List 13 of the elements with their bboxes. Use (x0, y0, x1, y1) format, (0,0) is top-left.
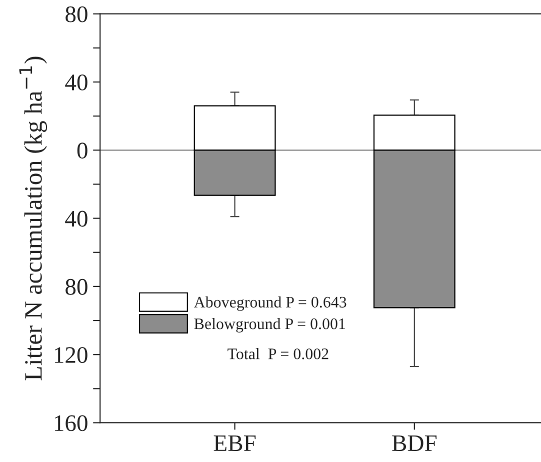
y-axis-title: Litter N accumulation (kg ha$^{−1}$) (19, 56, 48, 380)
y-tick-label: 0 (77, 142, 88, 159)
y-tick-label: 80 (66, 278, 88, 295)
legend-label: Belowground P = 0.001 (194, 318, 346, 333)
y-tick-label: 80 (66, 6, 88, 22)
y-tick-label: 40 (65, 74, 88, 90)
y-tick-label: 120 (54, 347, 88, 364)
legend-label: Aboveground P = 0.643 (194, 296, 346, 311)
y-tick-label: 40 (65, 210, 88, 227)
annotation: Total P = 0.002 (228, 348, 328, 360)
x-tick-label: BDF (392, 435, 437, 451)
x-tick-label: EBF (214, 435, 256, 451)
y-tick-label: 160 (54, 415, 88, 432)
